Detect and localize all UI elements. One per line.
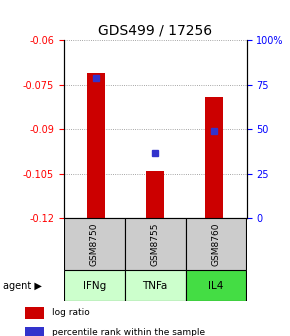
Text: log ratio: log ratio bbox=[52, 308, 90, 317]
Text: agent ▶: agent ▶ bbox=[3, 281, 42, 291]
Bar bbox=[64, 218, 125, 270]
Bar bbox=[186, 270, 246, 301]
Bar bbox=[125, 270, 186, 301]
Bar bbox=[64, 270, 125, 301]
Text: IFNg: IFNg bbox=[83, 281, 106, 291]
Text: GSM8760: GSM8760 bbox=[211, 223, 221, 266]
Text: GSM8755: GSM8755 bbox=[151, 223, 160, 266]
Text: GSM8750: GSM8750 bbox=[90, 223, 99, 266]
Bar bbox=[25, 327, 44, 336]
Bar bbox=[125, 218, 186, 270]
Title: GDS499 / 17256: GDS499 / 17256 bbox=[98, 24, 212, 38]
Bar bbox=[146, 171, 164, 218]
Bar bbox=[87, 73, 105, 218]
Text: percentile rank within the sample: percentile rank within the sample bbox=[52, 329, 205, 336]
Bar bbox=[25, 307, 44, 319]
Text: IL4: IL4 bbox=[208, 281, 224, 291]
Bar bbox=[205, 97, 223, 218]
Text: TNFa: TNFa bbox=[142, 281, 168, 291]
Bar bbox=[186, 218, 246, 270]
